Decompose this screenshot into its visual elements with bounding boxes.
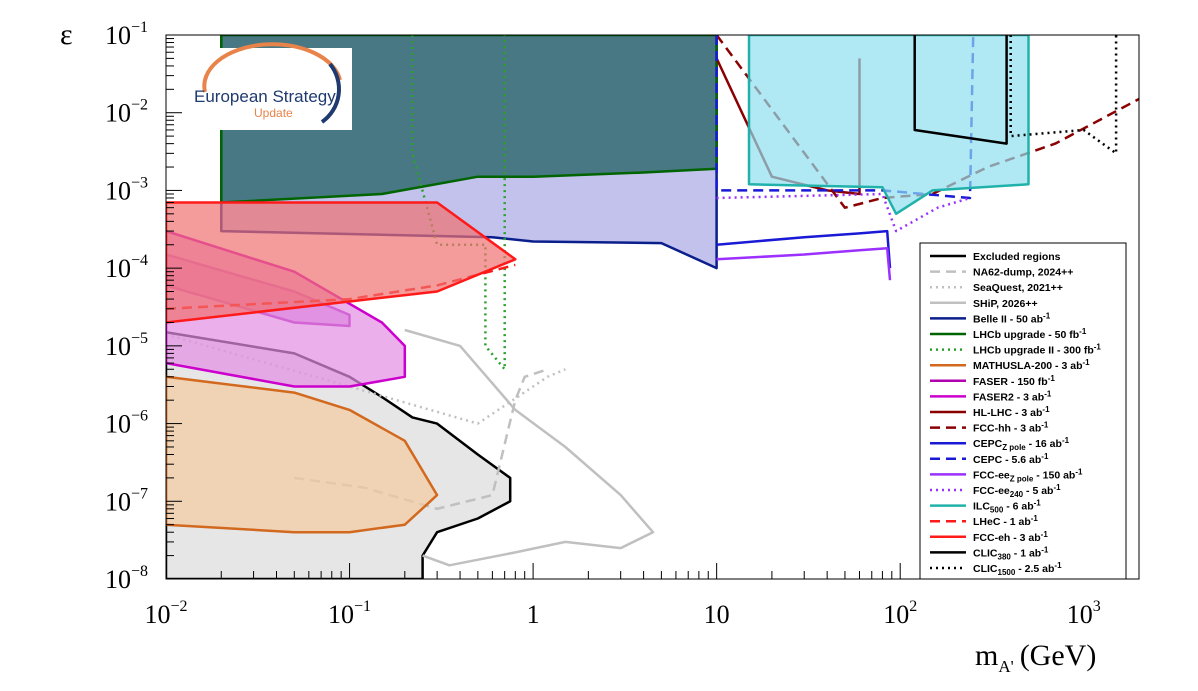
legend-entry: FCC-eh - 3 ab-1	[973, 530, 1048, 544]
svg-text:European Strategy: European Strategy	[194, 87, 336, 106]
y-tick-label: 10−6	[105, 408, 148, 439]
x-axis-label: mA' (GeV)	[975, 639, 1096, 676]
y-tick-label: 10−2	[105, 97, 148, 128]
region-12	[716, 229, 892, 269]
legend-entry: FCC-hh - 3 ab-1	[973, 421, 1049, 435]
y-axis-label: ε	[60, 18, 73, 51]
y-tick-label: 10−7	[105, 485, 148, 516]
x-tick-label: 102	[883, 598, 917, 629]
region-15	[716, 192, 971, 233]
legend-entry: CEPC - 5.6 ab-1	[973, 452, 1049, 466]
legend-entry: FASER2 - 3 ab-1	[973, 389, 1052, 403]
region-13	[715, 35, 975, 200]
y-tick-labels: 10−8 10−7 10−6 10−5 10−4 10−3 10−2 10−1	[105, 19, 148, 594]
legend-entry: MATHUSLA-200 - 3 ab-1	[973, 358, 1090, 372]
region-16	[747, 35, 1030, 216]
svg-text:Update: Update	[254, 106, 293, 120]
x-tick-label: 10−2	[144, 598, 187, 629]
region-18	[166, 201, 517, 324]
legend-entry: FCC-eeZ pole - 150 ab-1	[973, 467, 1083, 483]
legend-entry: FCC-ee240 - 5 ab-1	[973, 483, 1061, 499]
x-tick-labels: 10−2 10−1 1 10 102 103	[144, 598, 1100, 629]
legend-entry: LHCb upgrade II - 300 fb-1	[973, 343, 1101, 357]
y-tick-label: 10−1	[105, 19, 148, 50]
legend-entry: LHeC - 1 ab-1	[973, 514, 1038, 528]
logo: European Strategy Update	[182, 42, 352, 130]
region-20	[1009, 35, 1118, 155]
x-tick-label: 103	[1067, 598, 1101, 629]
x-tick-label: 1	[527, 600, 540, 629]
legend-entry: SHiP, 2026++	[973, 298, 1038, 310]
legend: Excluded regions NA62-dump, 2024++ SeaQues…	[919, 242, 1127, 580]
x-tick-label: 10−1	[328, 598, 371, 629]
legend-entry: ILC500 - 6 ab-1	[973, 499, 1041, 515]
plot-frame	[165, 34, 1140, 580]
legend-entry: CLIC1500 - 2.5 ab-1	[973, 561, 1062, 577]
legend-entry: NA62-dump, 2024++	[973, 267, 1073, 279]
region-14	[716, 247, 892, 281]
region-19	[913, 35, 1008, 145]
legend-entry: HL-LHC - 3 ab-1	[973, 405, 1050, 419]
legend-entry: FASER - 150 fb-1	[973, 374, 1055, 388]
legend-entry: SeaQuest, 2021++	[973, 282, 1063, 294]
legend-entry: Excluded regions	[973, 251, 1061, 263]
legend-entry: LHCb upgrade - 50 fb-1	[973, 327, 1087, 341]
y-tick-label: 10−3	[105, 174, 148, 205]
y-tick-label: 10−4	[105, 252, 148, 283]
legend-entry: CEPCZ pole - 16 ab-1	[973, 436, 1070, 452]
y-tick-label: 10−8	[105, 563, 148, 594]
legend-entry: Belle II - 50 ab-1	[973, 311, 1051, 325]
legend-entry: CLIC380 - 1 ab-1	[973, 545, 1049, 561]
region-3	[404, 328, 655, 567]
y-tick-label: 10−5	[105, 330, 148, 361]
x-tick-label: 10	[704, 600, 730, 629]
region-7	[166, 375, 439, 534]
